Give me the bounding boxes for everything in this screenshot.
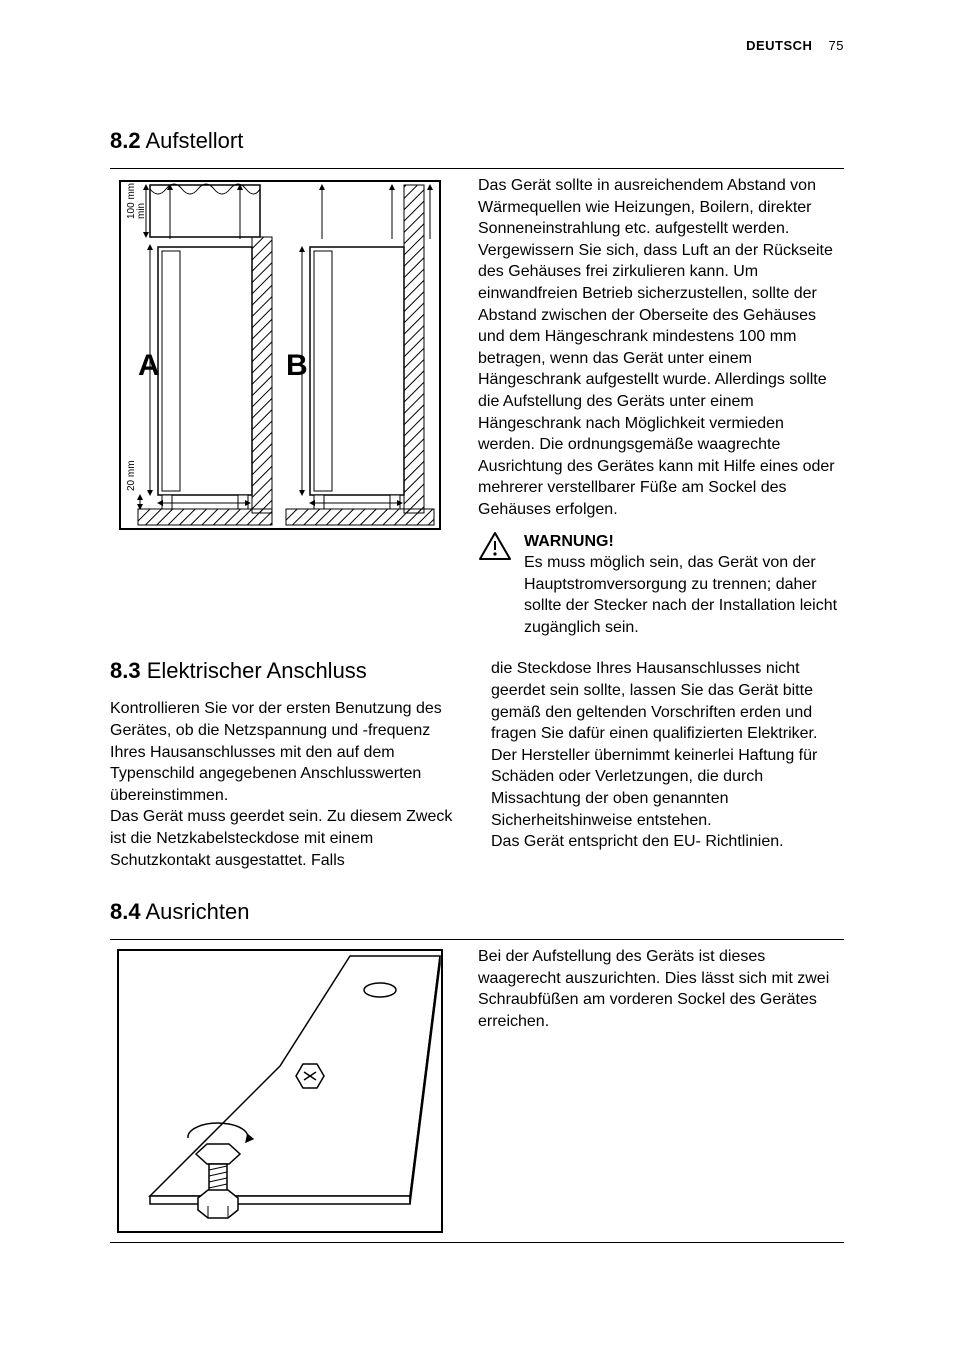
body-text: Kontrollieren Sie vor der ersten Benutzu… [110,698,463,806]
body-text: Das Gerät muss geerdet sein. Zu diesem Z… [110,806,463,871]
heading-8-2: 8.2 Aufstellort [110,128,844,154]
body-text: Der Hersteller übernimmt keinerlei Haftu… [491,745,844,831]
heading-number: 8.4 [110,899,141,924]
heading-number: 8.2 [110,128,141,153]
page-header: DEUTSCH 75 [746,38,844,53]
dim-20mm: 20 mm [126,460,137,491]
diagram-ausrichten [110,946,450,1236]
dim-min: min [136,203,147,219]
header-page-number: 75 [829,38,844,53]
heading-title: Aufstellort [146,128,244,153]
header-language: DEUTSCH [746,38,812,53]
heading-number: 8.3 [110,658,141,683]
diagram-label-b: B [286,349,308,382]
warning-text: WARNUNG! Es muss möglich sein, das Gerät… [524,531,844,639]
heading-8-4: 8.4 Ausrichten [110,899,844,925]
section-8-4: 8.4 Ausrichten [110,899,844,1243]
warning-icon [478,531,512,639]
warning-body: Es muss möglich sein, das Gerät von der … [524,552,844,638]
heading-8-3: 8.3 Elektrischer Anschluss [110,658,463,684]
section-8-3: 8.3 Elektrischer Anschluss Kontrollieren… [110,658,844,871]
heading-title: Elektrischer Anschluss [147,658,367,683]
body-text: Bei der Aufstellung des Geräts ist diese… [478,946,844,1032]
section-8-2: 8.2 Aufstellort [110,128,844,638]
warning-title: WARNUNG! [524,533,614,550]
warning-block: WARNUNG! Es muss möglich sein, das Gerät… [478,531,844,639]
section-8-2-body: Das Gerät sollte in ausreichendem Abstan… [478,175,844,638]
rule [110,1242,844,1243]
body-text: die Steckdose Ihres Hausanschlusses nich… [491,658,844,744]
diagram-aufstellort: 100 mm min A [110,175,450,535]
body-text: Das Gerät entspricht den EU- Richtlinien… [491,831,844,853]
diagram-label-a: A [138,349,160,382]
body-text: Das Gerät sollte in ausreichendem Abstan… [478,175,844,521]
heading-title: Ausrichten [146,899,250,924]
